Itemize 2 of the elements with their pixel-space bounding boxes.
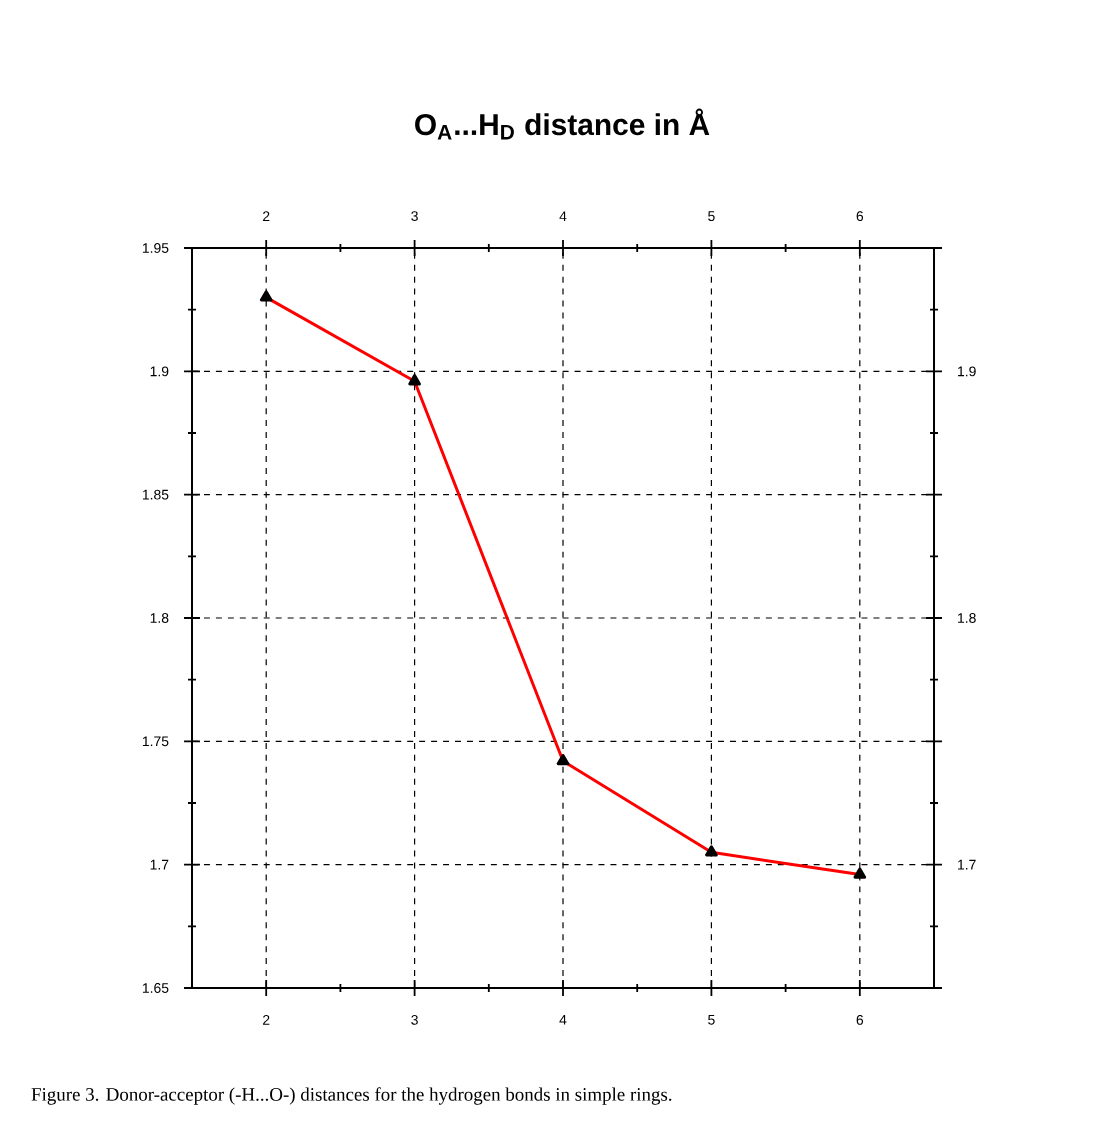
caption: Figure 3. Donor-acceptor (-H...O-) distances for the hydrogen bonds in simple rings. <box>31 1087 672 1105</box>
chart-title: O$_{A}$...H$_{D}$ distance in Å <box>415 108 710 140</box>
